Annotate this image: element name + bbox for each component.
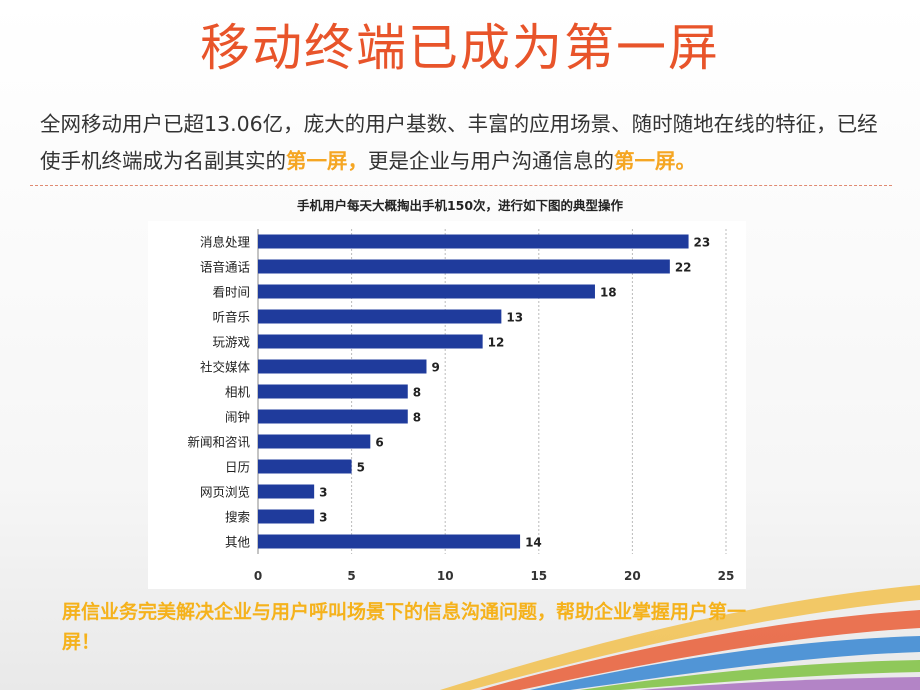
category-label: 听音乐 [212,310,250,325]
intro-text-1: 全网移动用户已超13.06亿，庞大的用户基数、丰富的应用场景、随时随地在线的特征… [40,112,878,173]
data-label: 13 [506,311,523,325]
bar [258,534,521,549]
data-label: 3 [319,511,327,525]
bottom-tagline: 屏信业务完美解决企业与用户呼叫场景下的信息沟通问题，帮助企业掌握用户第一屏！ [62,601,747,653]
category-label: 社交媒体 [200,360,251,375]
x-tick-label: 25 [718,569,735,583]
dashed-divider [30,185,892,186]
category-label: 新闻和咨讯 [187,435,250,450]
chart-title: 手机用户每天大概掏出手机150次，进行如下图的典型操作 [296,198,624,213]
bar [258,384,408,399]
bar [258,409,408,424]
bar [258,459,352,474]
category-label: 网页浏览 [200,485,250,500]
data-label: 9 [431,361,439,375]
data-label: 14 [525,536,542,550]
data-label: 6 [375,436,383,450]
intro-highlight-1: 第一屏， [286,149,368,173]
bar-chart: 0 5 10 15 20 25 23 消息处理 22 语音通话 18 看时间 13 听音乐 12 玩游戏 9 社交… [148,221,746,589]
category-label: 闹钟 [225,410,250,425]
data-label: 23 [694,236,711,250]
bar [258,309,502,324]
bar [258,359,427,374]
data-label: 22 [675,261,692,275]
intro-text-2: 更是企业与用户沟通信息的 [368,149,614,173]
bar [258,284,595,299]
bar [258,234,689,249]
data-label: 5 [357,461,365,475]
category-label: 消息处理 [200,235,251,250]
category-label: 玩游戏 [212,335,250,350]
data-label: 3 [319,486,327,500]
page-title: 移动终端已成为第一屏 [200,19,720,77]
category-label: 其他 [225,535,251,550]
category-label: 搜索 [225,510,250,525]
category-label: 相机 [225,385,251,400]
data-label: 8 [413,386,421,400]
intro-highlight-2: 第一屏。 [614,149,696,173]
bar [258,484,315,499]
intro-paragraph: 全网移动用户已超13.06亿，庞大的用户基数、丰富的应用场景、随时随地在线的特征… [40,106,890,180]
x-tick-label: 5 [347,569,355,583]
category-label: 看时间 [212,285,250,300]
data-label: 18 [600,286,617,300]
category-label: 语音通话 [200,260,250,275]
x-tick-label: 0 [254,569,262,583]
x-tick-label: 10 [437,569,454,583]
data-label: 8 [413,411,421,425]
data-label: 12 [488,336,505,350]
category-label: 日历 [225,460,250,475]
bar-chart-svg: 0 5 10 15 20 25 23 消息处理 22 语音通话 18 看时间 13 听音乐 12 玩游戏 9 社交… [187,229,735,583]
bar [258,509,315,524]
bar [258,259,670,274]
bar [258,334,483,349]
x-tick-label: 20 [624,569,641,583]
x-tick-label: 15 [530,569,547,583]
bar [258,434,371,449]
